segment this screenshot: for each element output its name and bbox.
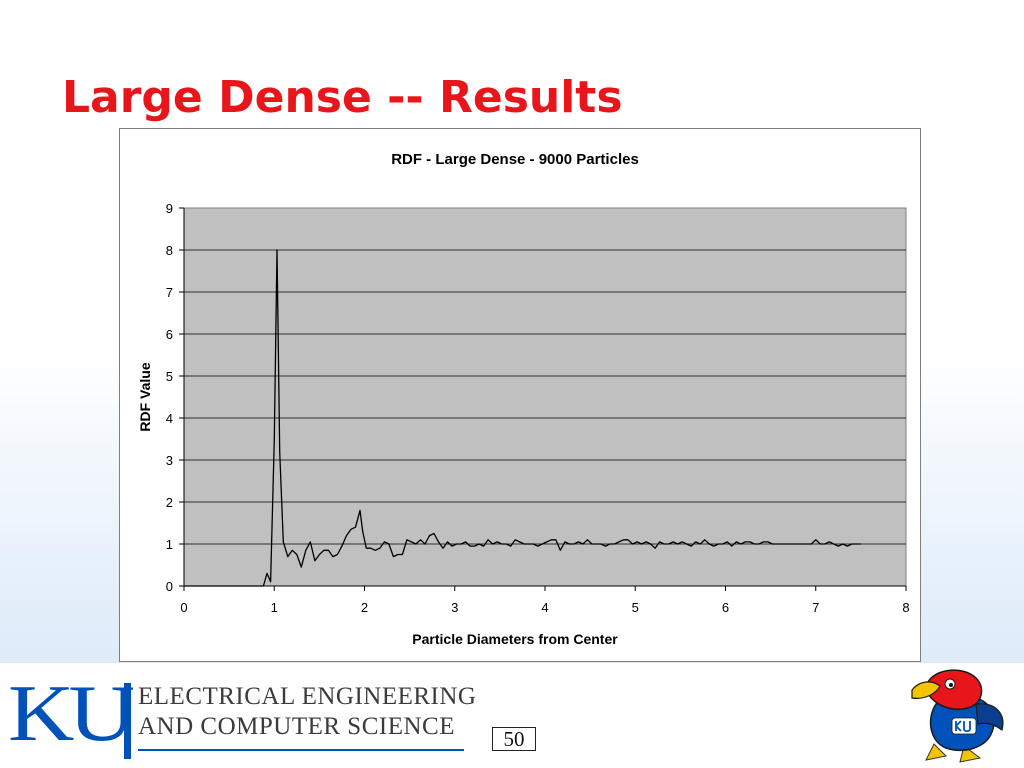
chart-frame: 0 1 2 3 4 5 6 7 8 9 0 1 2 3 4 5 6 7 8 RDF - Large Dense - 9… [119,128,921,662]
jayhawk-mascot-icon [911,669,1004,763]
y-tick-label: 4 [166,411,173,426]
department-rule [138,749,464,751]
y-tick-label: 8 [166,243,173,258]
y-tick-label: 9 [166,201,173,216]
x-tick-label: 6 [722,600,729,615]
y-tick-label: 6 [166,327,173,342]
series-line [184,249,861,587]
ku-logo: KU [8,667,135,758]
department-line-2: AND COMPUTER SCIENCE [138,713,455,740]
y-tick-label: 1 [166,537,173,552]
x-tick-label: 7 [812,600,819,615]
rdf-chart: 0 1 2 3 4 5 6 7 8 9 0 1 2 3 4 5 6 7 8 RDF - Large Dense - 9… [137,151,910,647]
department-line-1: ELECTRICAL ENGINEERING [138,683,477,710]
logo-divider [124,683,131,759]
y-tick-label: 7 [166,285,173,300]
x-tick-label: 4 [541,600,548,615]
y-axis-label: RDF Value [137,362,153,431]
plot-area [183,207,907,587]
y-tick-label: 3 [166,453,173,468]
x-tick-label: 0 [180,600,187,615]
x-tick-label: 2 [361,600,368,615]
slide-title: Large Dense -- Results [62,72,623,123]
x-tick-label: 5 [632,600,639,615]
page-number: 50 [492,727,536,751]
x-tick-label: 8 [902,600,909,615]
x-axis-label: Particle Diameters from Center [412,631,618,647]
y-tick-label: 2 [166,495,173,510]
x-tick-label: 3 [451,600,458,615]
x-tick-label: 1 [271,600,278,615]
chart-title: RDF - Large Dense - 9000 Particles [391,151,639,168]
y-tick-label: 0 [166,579,173,594]
y-tick-label: 5 [166,369,173,384]
